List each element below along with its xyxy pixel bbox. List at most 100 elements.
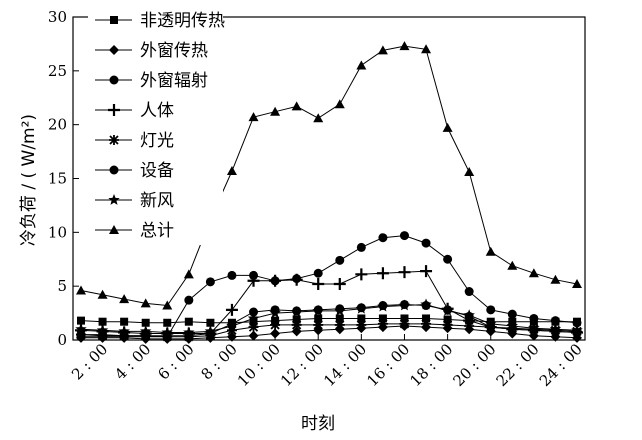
data-point bbox=[226, 165, 237, 175]
data-point bbox=[226, 331, 237, 342]
data-point bbox=[269, 274, 282, 287]
data-point bbox=[120, 317, 129, 326]
data-point bbox=[356, 60, 367, 70]
y-tick-label: 5 bbox=[57, 277, 67, 295]
legend-label: 灯光 bbox=[140, 131, 174, 151]
x-tick-label: 4 : 00 bbox=[111, 340, 154, 383]
data-point bbox=[421, 318, 432, 329]
data-point bbox=[249, 307, 259, 317]
data-point bbox=[399, 41, 410, 51]
data-point bbox=[335, 314, 344, 323]
data-point bbox=[270, 106, 281, 116]
data-point bbox=[139, 325, 152, 337]
data-point bbox=[550, 274, 561, 284]
legend-label: 外窗传热 bbox=[140, 41, 208, 61]
legend-label: 人体 bbox=[140, 101, 174, 121]
data-point bbox=[507, 260, 518, 270]
data-point bbox=[399, 318, 410, 329]
legend-item: 人体 bbox=[95, 101, 174, 121]
legend-marker bbox=[109, 45, 119, 55]
data-point bbox=[376, 267, 389, 280]
data-point bbox=[184, 295, 194, 305]
legend-item: 设备 bbox=[95, 161, 174, 181]
data-point bbox=[77, 316, 85, 325]
data-point bbox=[356, 242, 366, 252]
data-point bbox=[291, 101, 302, 111]
data-point bbox=[119, 294, 130, 304]
data-point bbox=[313, 113, 324, 123]
data-point bbox=[528, 322, 540, 334]
data-point bbox=[183, 269, 194, 279]
y-tick-label: 15 bbox=[48, 170, 67, 188]
data-point bbox=[400, 314, 409, 323]
y-tick-label: 20 bbox=[48, 116, 67, 134]
data-point bbox=[161, 326, 173, 338]
x-tick-label: 18 : 00 bbox=[406, 340, 456, 390]
legend-item: 外窗辐射 bbox=[95, 71, 208, 91]
x-tick-label: 20 : 00 bbox=[450, 340, 500, 390]
legend-marker bbox=[108, 104, 120, 116]
data-point bbox=[269, 307, 281, 318]
y-tick-label: 10 bbox=[48, 223, 67, 241]
series-line bbox=[80, 318, 577, 324]
data-point bbox=[334, 99, 345, 109]
series-asterisk-4 bbox=[76, 318, 582, 342]
data-point bbox=[377, 45, 388, 55]
data-point bbox=[378, 233, 388, 243]
legend-label: 设备 bbox=[140, 161, 174, 181]
legend-label: 外窗辐射 bbox=[140, 71, 208, 91]
data-point bbox=[162, 300, 173, 310]
data-point bbox=[118, 325, 130, 337]
data-point bbox=[270, 319, 281, 330]
data-point bbox=[549, 323, 562, 335]
data-point bbox=[355, 268, 368, 281]
data-point bbox=[357, 314, 366, 323]
data-point bbox=[571, 324, 583, 336]
data-point bbox=[314, 314, 323, 323]
data-point bbox=[313, 319, 324, 330]
data-point bbox=[225, 303, 238, 316]
data-point bbox=[421, 44, 432, 54]
x-tick-label: 6 : 00 bbox=[154, 340, 197, 383]
data-point bbox=[163, 318, 172, 327]
legend-item: 非透明传热 bbox=[95, 11, 225, 31]
legend-marker bbox=[109, 225, 119, 234]
legend-marker bbox=[109, 165, 119, 175]
data-point bbox=[378, 314, 387, 323]
legend-marker bbox=[109, 75, 119, 85]
series-line bbox=[80, 270, 578, 334]
data-point bbox=[292, 315, 301, 324]
x-tick-label: 22 : 00 bbox=[493, 340, 543, 390]
x-tick-label: 10 : 00 bbox=[234, 340, 284, 390]
data-point bbox=[334, 319, 345, 330]
data-point bbox=[291, 326, 302, 337]
data-point bbox=[183, 326, 195, 338]
data-point bbox=[398, 266, 411, 279]
data-point bbox=[441, 304, 454, 316]
y-axis-title: 冷负荷 / ( W/m²) bbox=[19, 114, 39, 246]
legend-label: 总计 bbox=[140, 221, 174, 241]
legend-item: 新风 bbox=[95, 191, 174, 211]
data-point bbox=[572, 318, 582, 328]
data-point bbox=[464, 287, 474, 297]
data-point bbox=[464, 321, 475, 332]
data-point bbox=[528, 268, 539, 278]
legend-label: 新风 bbox=[140, 191, 174, 211]
data-point bbox=[98, 317, 107, 326]
data-point bbox=[96, 324, 109, 336]
data-point bbox=[443, 315, 452, 324]
data-point bbox=[334, 304, 346, 316]
data-point bbox=[205, 277, 215, 287]
data-point bbox=[312, 304, 324, 316]
data-point bbox=[507, 309, 517, 319]
data-point bbox=[290, 306, 303, 317]
data-point bbox=[206, 318, 215, 327]
data-point bbox=[422, 314, 431, 323]
data-point bbox=[442, 122, 453, 132]
data-point bbox=[463, 309, 475, 321]
data-point bbox=[140, 298, 151, 308]
series-lines bbox=[75, 41, 583, 344]
series-line bbox=[81, 303, 578, 337]
